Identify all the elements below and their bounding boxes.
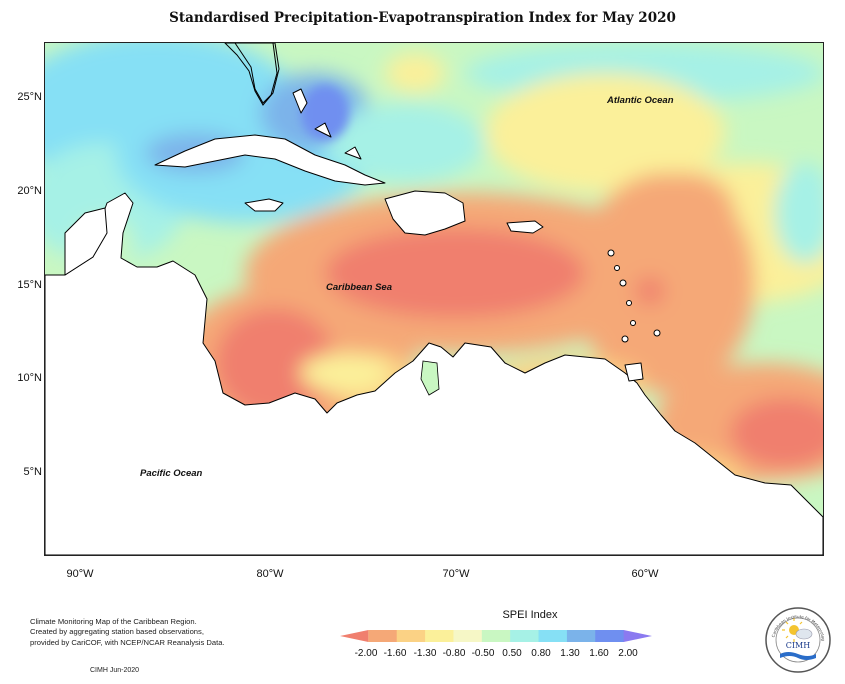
lat-label-10n: 10°N [17,372,42,384]
legend-color-cell [368,630,398,642]
logo-text: CIMH [786,641,810,650]
lat-label-25n: 25°N [17,91,42,103]
legend-color-cell [396,630,426,642]
legend-color-cell [425,630,454,642]
legend-tick-labels: -2.00 -1.60 -1.30 -0.80 -0.50 0.50 0.80 … [340,648,652,662]
lon-label-80w: 80°W [256,568,284,580]
legend-color-cell [453,630,483,642]
spei-map: Atlantic Ocean Caribbean Sea Pacific Oce… [44,42,824,556]
legend-title: SPEI Index [502,609,558,621]
spei-field [45,43,823,555]
legend-color-cell [510,630,540,642]
legend-tick: 1.60 [589,648,609,659]
lat-label-15n: 15°N [17,279,42,291]
legend-tick: 2.00 [618,648,638,659]
lat-label-20n: 20°N [17,185,42,197]
legend-tick: -2.00 [354,648,378,659]
legend-colorbar [340,630,652,642]
caribbean-sea-label: Caribbean Sea [326,282,392,293]
legend-tick: -1.30 [413,648,437,659]
legend-color-cell [623,630,652,642]
legend-color-cell [340,630,369,642]
legend-tick: 0.80 [531,648,551,659]
legend-color-cell [595,630,625,642]
atlantic-ocean-label: Atlantic Ocean [607,95,674,106]
map-description: Climate Monitoring Map of the Caribbean … [30,617,225,648]
map-credit: CIMH Jun-2020 [90,667,140,674]
lon-label-90w: 90°W [66,568,94,580]
cimh-logo: CIMH Caribbean Institute for Meteorology… [764,606,831,673]
legend-color-cell [538,630,568,642]
note-line-1: Climate Monitoring Map of the Caribbean … [30,617,197,626]
legend-color-cell [566,630,596,642]
cloud-icon [795,628,813,640]
note-line-3: provided by CariCOF, with NCEP/NCAR Rean… [30,637,225,647]
lon-label-60w: 60°W [631,568,659,580]
legend-tick: -0.50 [471,648,495,659]
lat-label-5n: 5°N [23,466,42,478]
pacific-ocean-label: Pacific Ocean [140,468,203,479]
water-icon [780,652,816,660]
legend-tick: 0.50 [502,648,522,659]
legend-tick: 1.30 [560,648,580,659]
legend-tick: -1.60 [383,648,407,659]
legend-color-cell [481,630,511,642]
legend-tick: -0.80 [442,648,466,659]
map-title: Standardised Precipitation-Evapotranspir… [169,10,676,26]
note-line-2: Created by aggregating station based obs… [30,627,204,637]
lon-label-70w: 70°W [442,568,470,580]
